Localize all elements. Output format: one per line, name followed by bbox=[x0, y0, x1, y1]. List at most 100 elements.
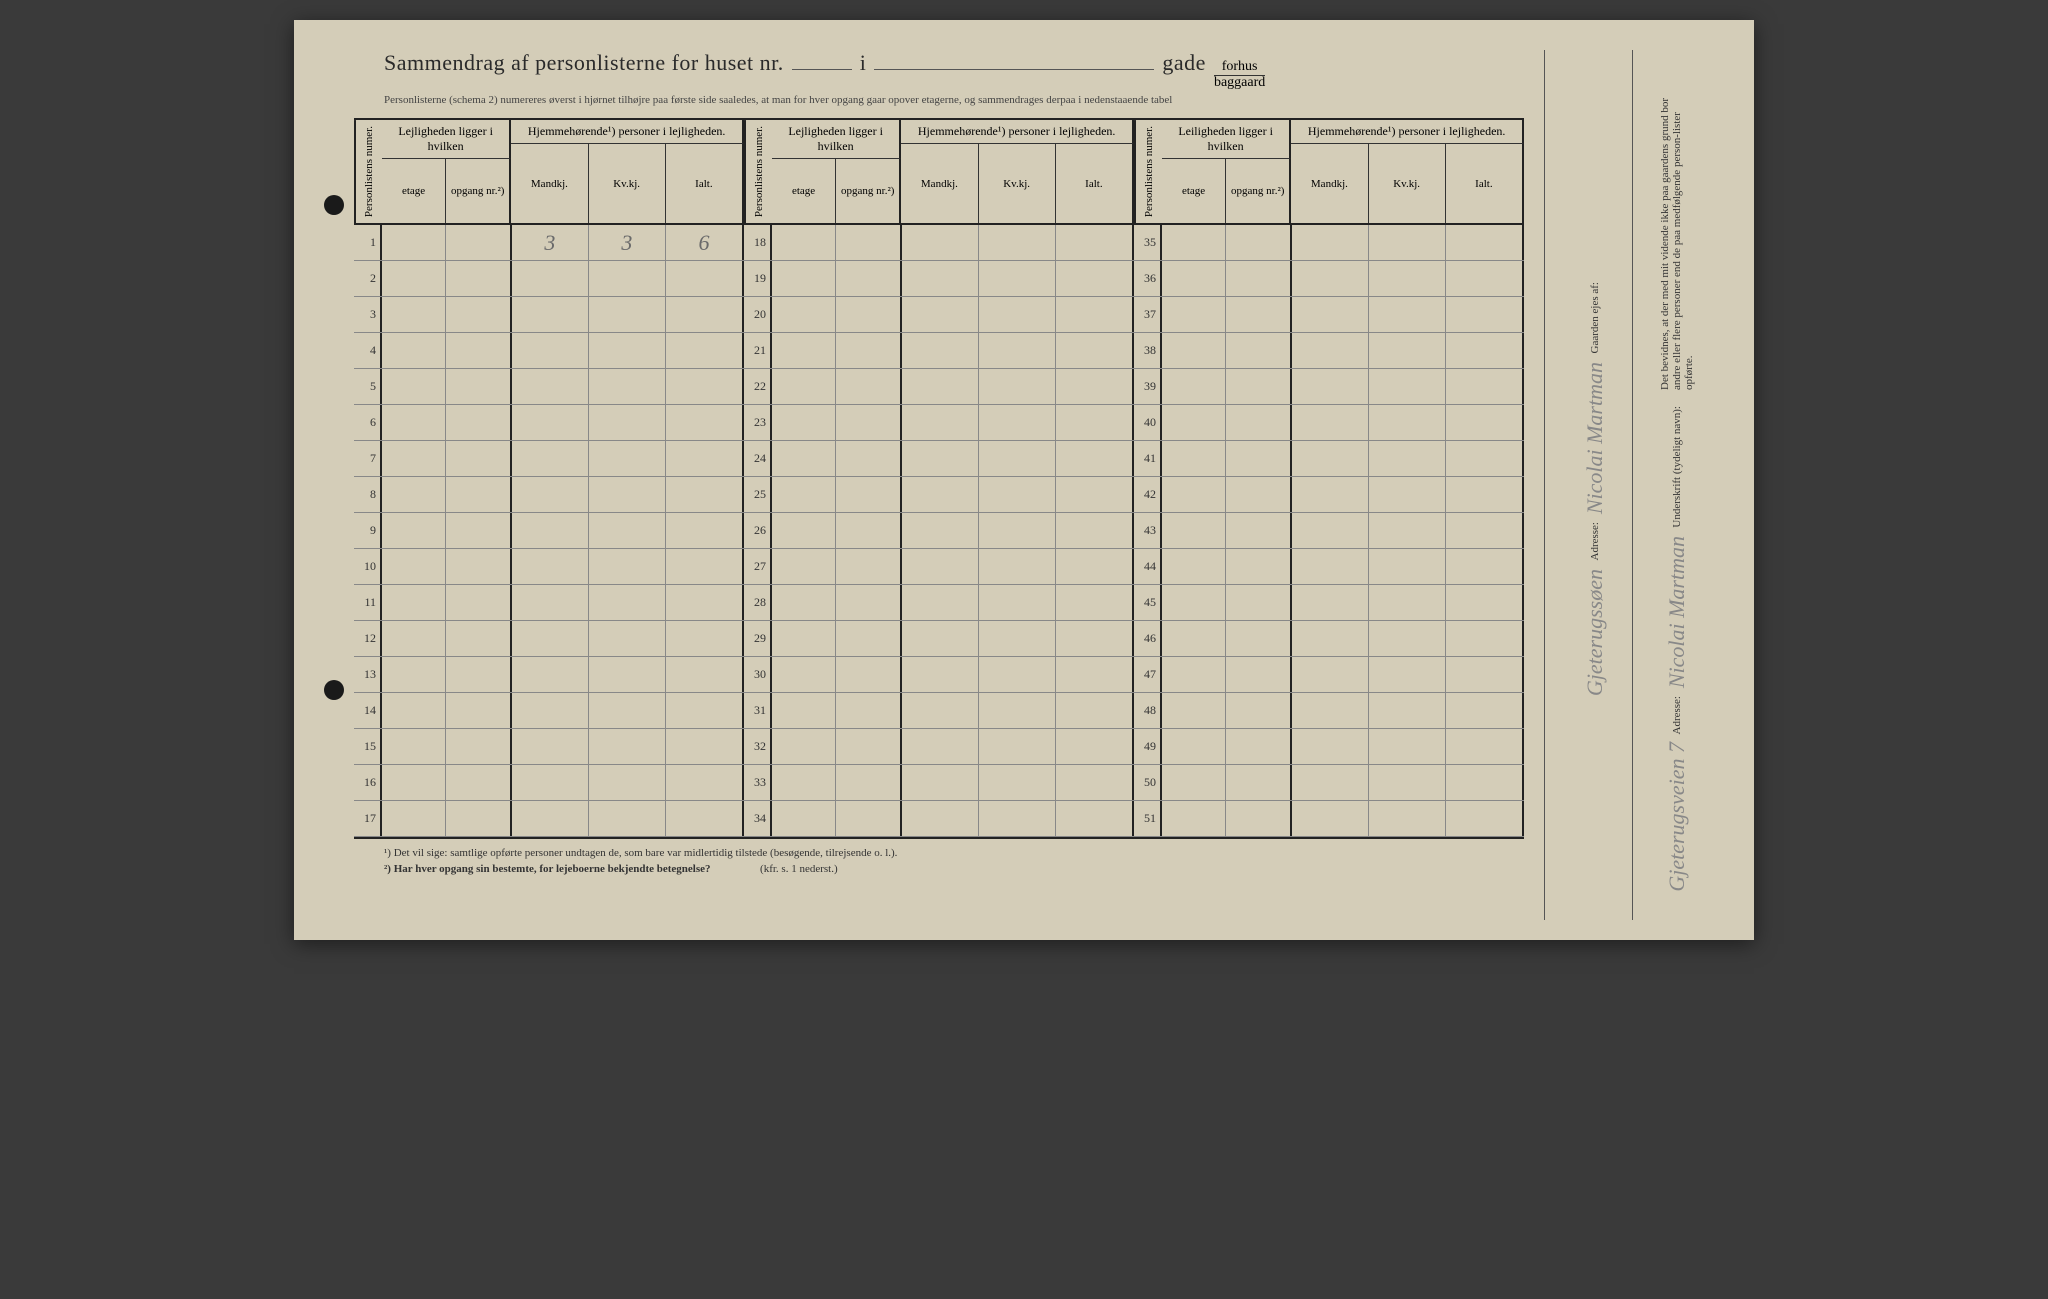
cell-opgang bbox=[1226, 333, 1291, 368]
cell-kvkj bbox=[1369, 441, 1446, 476]
cell-rownum: 26 bbox=[744, 513, 772, 548]
cell-kvkj bbox=[1369, 225, 1446, 260]
cell-ialt bbox=[1056, 225, 1134, 260]
cell-etage bbox=[1162, 549, 1226, 584]
cell-ialt bbox=[1056, 549, 1134, 584]
col-lejligheden: Lejligheden ligger i hvilken bbox=[382, 120, 511, 159]
col-etage: etage bbox=[772, 159, 836, 223]
underskrift-label: Underskrift (tydeligt navn): bbox=[1669, 398, 1685, 536]
cell-mandkj bbox=[1292, 441, 1369, 476]
cell-etage bbox=[382, 297, 446, 332]
col-ialt: Ialt. bbox=[1446, 144, 1524, 223]
cell-etage bbox=[772, 693, 836, 728]
cell-opgang bbox=[446, 405, 511, 440]
cell-mandkj bbox=[902, 369, 979, 404]
cell-etage bbox=[1162, 513, 1226, 548]
cell-mandkj bbox=[512, 657, 589, 692]
title-gade: gade bbox=[1162, 50, 1206, 76]
cell-kvkj: 3 bbox=[589, 225, 666, 260]
col-kvkj: Kv.kj. bbox=[979, 144, 1056, 223]
cell-mandkj: 3 bbox=[512, 225, 589, 260]
cell-kvkj bbox=[1369, 405, 1446, 440]
table-row: 37 bbox=[1134, 297, 1524, 333]
cell-ialt bbox=[1446, 261, 1524, 296]
cell-rownum: 35 bbox=[1134, 225, 1162, 260]
cell-kvkj bbox=[1369, 801, 1446, 836]
bevidnes-text: Det bevidnes, at der med mit vidende ikk… bbox=[1657, 78, 1697, 398]
cell-rownum: 32 bbox=[744, 729, 772, 764]
adresse-hand-2: Gjeterugsveien 7 bbox=[1664, 742, 1690, 892]
cell-ialt bbox=[1446, 729, 1524, 764]
cell-etage bbox=[382, 729, 446, 764]
cell-etage bbox=[382, 333, 446, 368]
cell-etage bbox=[1162, 261, 1226, 296]
cell-ialt bbox=[1446, 765, 1524, 800]
cell-mandkj bbox=[512, 693, 589, 728]
table-row: 51 bbox=[1134, 801, 1524, 837]
cell-etage bbox=[772, 333, 836, 368]
cell-mandkj bbox=[902, 585, 979, 620]
gaar-ejes-label: Gaarden ejes af: bbox=[1587, 274, 1603, 361]
cell-kvkj bbox=[589, 621, 666, 656]
cell-mandkj bbox=[1292, 513, 1369, 548]
cell-ialt bbox=[1446, 693, 1524, 728]
cell-etage bbox=[772, 405, 836, 440]
col-mandkj: Mandkj. bbox=[511, 144, 588, 223]
cell-kvkj bbox=[589, 729, 666, 764]
cell-opgang bbox=[446, 585, 511, 620]
cell-ialt bbox=[1056, 441, 1134, 476]
table-body: 1 3 3 6 2 3 4 5 bbox=[354, 225, 744, 837]
table-head: Personlistens numer.Lejligheden ligger i… bbox=[354, 120, 744, 225]
cell-mandkj bbox=[902, 657, 979, 692]
cell-rownum: 10 bbox=[354, 549, 382, 584]
underskrift-hand: Nicolai Martman bbox=[1664, 536, 1690, 688]
cell-mandkj bbox=[512, 549, 589, 584]
table-row: 27 bbox=[744, 549, 1134, 585]
cell-rownum: 28 bbox=[744, 585, 772, 620]
cell-kvkj bbox=[1369, 477, 1446, 512]
cell-mandkj bbox=[1292, 261, 1369, 296]
cell-etage bbox=[382, 225, 446, 260]
cell-mandkj bbox=[1292, 297, 1369, 332]
cell-rownum: 13 bbox=[354, 657, 382, 692]
cell-kvkj bbox=[589, 441, 666, 476]
cell-ialt bbox=[666, 765, 744, 800]
table-body: 18 19 20 21 22 bbox=[744, 225, 1134, 837]
cell-kvkj bbox=[589, 333, 666, 368]
cell-mandkj bbox=[902, 801, 979, 836]
table-row: 12 bbox=[354, 621, 744, 657]
cell-rownum: 46 bbox=[1134, 621, 1162, 656]
cell-kvkj bbox=[979, 621, 1056, 656]
cell-kvkj bbox=[589, 765, 666, 800]
table-row: 36 bbox=[1134, 261, 1524, 297]
cell-etage bbox=[382, 261, 446, 296]
cell-opgang bbox=[836, 441, 901, 476]
cell-rownum: 47 bbox=[1134, 657, 1162, 692]
cell-rownum: 9 bbox=[354, 513, 382, 548]
table-row: 1 3 3 6 bbox=[354, 225, 744, 261]
cell-etage bbox=[382, 549, 446, 584]
cell-opgang bbox=[836, 513, 901, 548]
cell-etage bbox=[382, 441, 446, 476]
cell-opgang bbox=[836, 765, 901, 800]
table-row: 13 bbox=[354, 657, 744, 693]
table-row: 15 bbox=[354, 729, 744, 765]
cell-mandkj bbox=[1292, 657, 1369, 692]
table-row: 40 bbox=[1134, 405, 1524, 441]
cell-rownum: 6 bbox=[354, 405, 382, 440]
cell-etage bbox=[382, 765, 446, 800]
cell-rownum: 17 bbox=[354, 801, 382, 836]
cell-mandkj bbox=[1292, 333, 1369, 368]
cell-kvkj bbox=[979, 333, 1056, 368]
cell-rownum: 50 bbox=[1134, 765, 1162, 800]
cell-ialt bbox=[666, 405, 744, 440]
cell-kvkj bbox=[979, 729, 1056, 764]
cell-kvkj bbox=[589, 369, 666, 404]
cell-kvkj bbox=[1369, 729, 1446, 764]
cell-kvkj bbox=[1369, 549, 1446, 584]
cell-opgang bbox=[446, 801, 511, 836]
cell-rownum: 44 bbox=[1134, 549, 1162, 584]
cell-rownum: 2 bbox=[354, 261, 382, 296]
cell-opgang bbox=[446, 441, 511, 476]
cell-rownum: 18 bbox=[744, 225, 772, 260]
